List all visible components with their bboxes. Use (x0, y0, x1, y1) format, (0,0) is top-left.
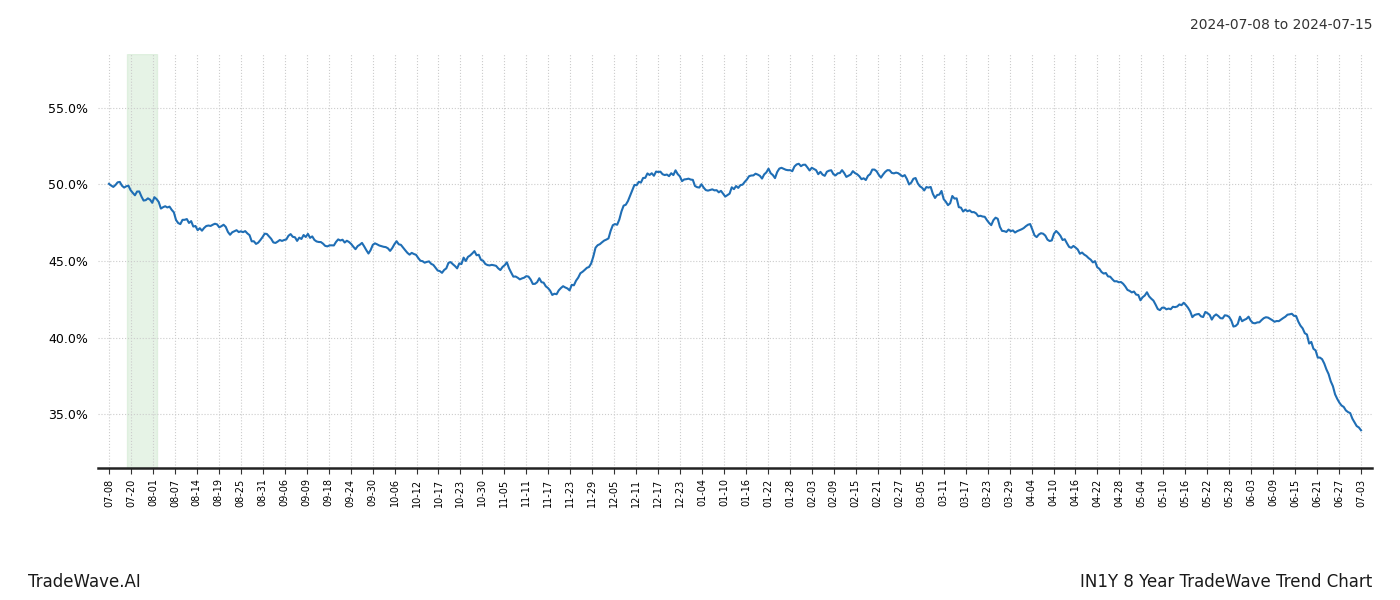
Text: IN1Y 8 Year TradeWave Trend Chart: IN1Y 8 Year TradeWave Trend Chart (1079, 573, 1372, 591)
Text: TradeWave.AI: TradeWave.AI (28, 573, 141, 591)
Bar (126, 54, 157, 468)
Text: 2024-07-08 to 2024-07-15: 2024-07-08 to 2024-07-15 (1190, 18, 1372, 32)
